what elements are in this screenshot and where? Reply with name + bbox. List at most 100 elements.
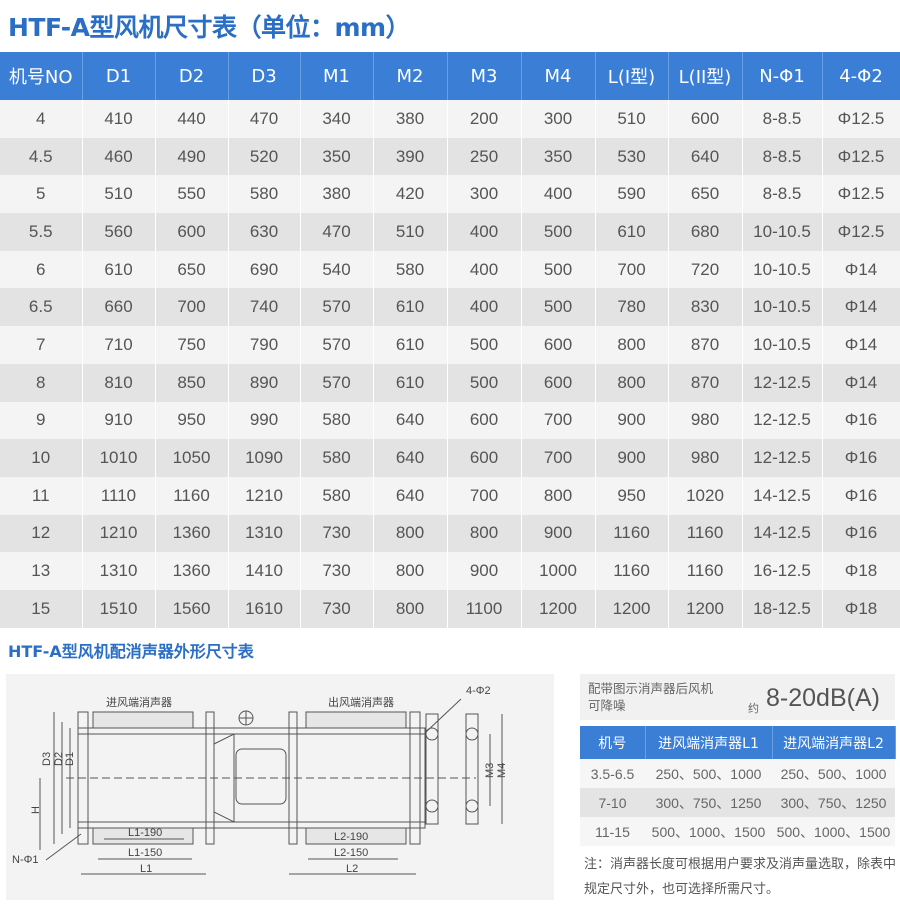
column-header: 4-Φ2 — [822, 52, 900, 100]
table-row: 10 1010 1050 1090 580 640 600 700 900 980 12-12.5 Φ… — [0, 439, 900, 477]
table-cell: 800 — [521, 476, 596, 515]
table-cell: 640 — [373, 476, 448, 515]
table-cell: 610 — [373, 288, 448, 327]
column-header: D2 — [155, 52, 229, 100]
table-cell: 810 — [82, 363, 156, 402]
table-cell: 500 — [447, 326, 522, 364]
table-cell: 1200 — [595, 589, 669, 628]
table-cell: 14-12.5 — [742, 476, 823, 515]
l1-190-label: L1-190 — [128, 827, 162, 839]
table-cell: 780 — [595, 288, 669, 327]
table-cell: 1160 — [668, 552, 743, 590]
table-cell: 510 — [82, 175, 156, 214]
table-cell: 1050 — [155, 439, 229, 477]
table-cell: 8-8.5 — [742, 137, 823, 176]
l2-190-label: L2-190 — [334, 831, 368, 843]
table-cell: 3.5-6.5 — [580, 759, 645, 788]
table-cell: 12-12.5 — [742, 439, 823, 477]
table-cell: 700 — [521, 401, 596, 440]
table-cell: 11-15 — [580, 817, 645, 846]
table-row: 4.5 460 490 520 350 390 250 350 530 640 8-8.5 Φ12.5 — [0, 137, 900, 176]
table-cell: 5 — [0, 175, 83, 214]
table-cell: 10-10.5 — [742, 213, 823, 251]
outlet-label: 出风端消声器 — [328, 695, 394, 709]
table-row: 3.5-6.5 250、500、1000 250、500、1000 — [580, 759, 895, 788]
d2-label: D2 — [53, 752, 65, 766]
m3-label: M3 — [484, 763, 496, 778]
column-header: N-Φ1 — [742, 52, 823, 100]
table-cell: 470 — [228, 100, 301, 138]
table-cell: 510 — [373, 213, 448, 251]
table-cell: 300 — [521, 100, 596, 138]
table-cell: 1000 — [521, 552, 596, 590]
table-cell: 200 — [447, 100, 522, 138]
table-cell: 700 — [447, 476, 522, 515]
table-cell: 610 — [595, 213, 669, 251]
l2-label: L2 — [346, 863, 358, 875]
table-cell: 18-12.5 — [742, 589, 823, 628]
table-cell: 500、1000、1500 — [645, 817, 772, 846]
table-row: 8 810 850 890 570 610 500 600 800 870 12-12.5 Φ14 — [0, 363, 900, 402]
table-cell: 650 — [155, 250, 229, 289]
table-cell: 640 — [668, 137, 743, 176]
table-cell: 1160 — [155, 476, 229, 515]
table-cell: 640 — [373, 401, 448, 440]
m4-label: M4 — [496, 763, 508, 778]
table-row: 13 1310 1360 1410 730 800 900 1000 1160 1160 16-12… — [0, 552, 900, 590]
table-cell: 460 — [82, 137, 156, 176]
silencer-drawing: 进风端消声器 出风端消声器 4-Φ2 D3 D2 D1 H N-Φ1 L1-19… — [6, 674, 554, 900]
column-header: 进风端消声器L2 — [772, 726, 896, 759]
table-cell: 1510 — [82, 589, 156, 628]
table-cell: Φ16 — [822, 439, 900, 477]
table-cell: Φ14 — [822, 288, 900, 327]
column-header: D1 — [82, 52, 156, 100]
table-cell: 10 — [0, 439, 83, 477]
table-cell: 500 — [447, 363, 522, 402]
table-cell: 720 — [668, 250, 743, 289]
page-title: HTF-A型风机尺寸表（单位：mm） — [8, 13, 411, 42]
table-cell: 600 — [447, 401, 522, 440]
table-cell: 400 — [447, 213, 522, 251]
table-cell: 300 — [447, 175, 522, 214]
table-cell: 6 — [0, 250, 83, 289]
table-row: 7-10 300、750、1250 300、750、1250 — [580, 788, 895, 817]
column-header: M3 — [447, 52, 522, 100]
table-cell: 15 — [0, 589, 83, 628]
table-cell: 830 — [668, 288, 743, 327]
table-cell: 800 — [373, 589, 448, 628]
table-cell: 900 — [521, 514, 596, 553]
table-cell: Φ14 — [822, 363, 900, 402]
table-cell: 790 — [228, 326, 301, 364]
table-cell: 1200 — [668, 589, 743, 628]
table-cell: 500、1000、1500 — [772, 817, 895, 846]
table-cell: 1560 — [155, 589, 229, 628]
table-cell: 420 — [373, 175, 448, 214]
table-cell: Φ18 — [822, 552, 900, 590]
table-cell: 500 — [521, 288, 596, 327]
table-cell: 580 — [300, 439, 374, 477]
table-cell: 600 — [521, 363, 596, 402]
table-cell: Φ12.5 — [822, 137, 900, 176]
column-header: L(II型) — [668, 52, 743, 100]
table-cell: 580 — [228, 175, 301, 214]
table-cell: 890 — [228, 363, 301, 402]
table-cell: 800 — [447, 514, 522, 553]
table-row: 12 1210 1360 1310 730 800 800 900 1160 1160 14-12.… — [0, 514, 900, 553]
table-row: 5 510 550 580 380 420 300 400 590 650 8-8.5 Φ12.5 — [0, 175, 900, 214]
table-cell: 1110 — [82, 476, 156, 515]
table-cell: 4.5 — [0, 137, 83, 176]
table-cell: 300、750、1250 — [645, 788, 772, 817]
table-cell: 900 — [595, 401, 669, 440]
table-cell: 380 — [300, 175, 374, 214]
table-cell: 6.5 — [0, 288, 83, 327]
table-cell: 870 — [668, 326, 743, 364]
table-cell: 400 — [447, 250, 522, 289]
table-cell: 600 — [668, 100, 743, 138]
table-cell: Φ18 — [822, 589, 900, 628]
table-cell: 550 — [155, 175, 229, 214]
table-row: 15 1510 1560 1610 730 800 1100 1200 1200 1200 18-1… — [0, 589, 900, 628]
column-header: D3 — [228, 52, 301, 100]
inlet-label: 进风端消声器 — [106, 695, 172, 709]
table-cell: 570 — [300, 326, 374, 364]
